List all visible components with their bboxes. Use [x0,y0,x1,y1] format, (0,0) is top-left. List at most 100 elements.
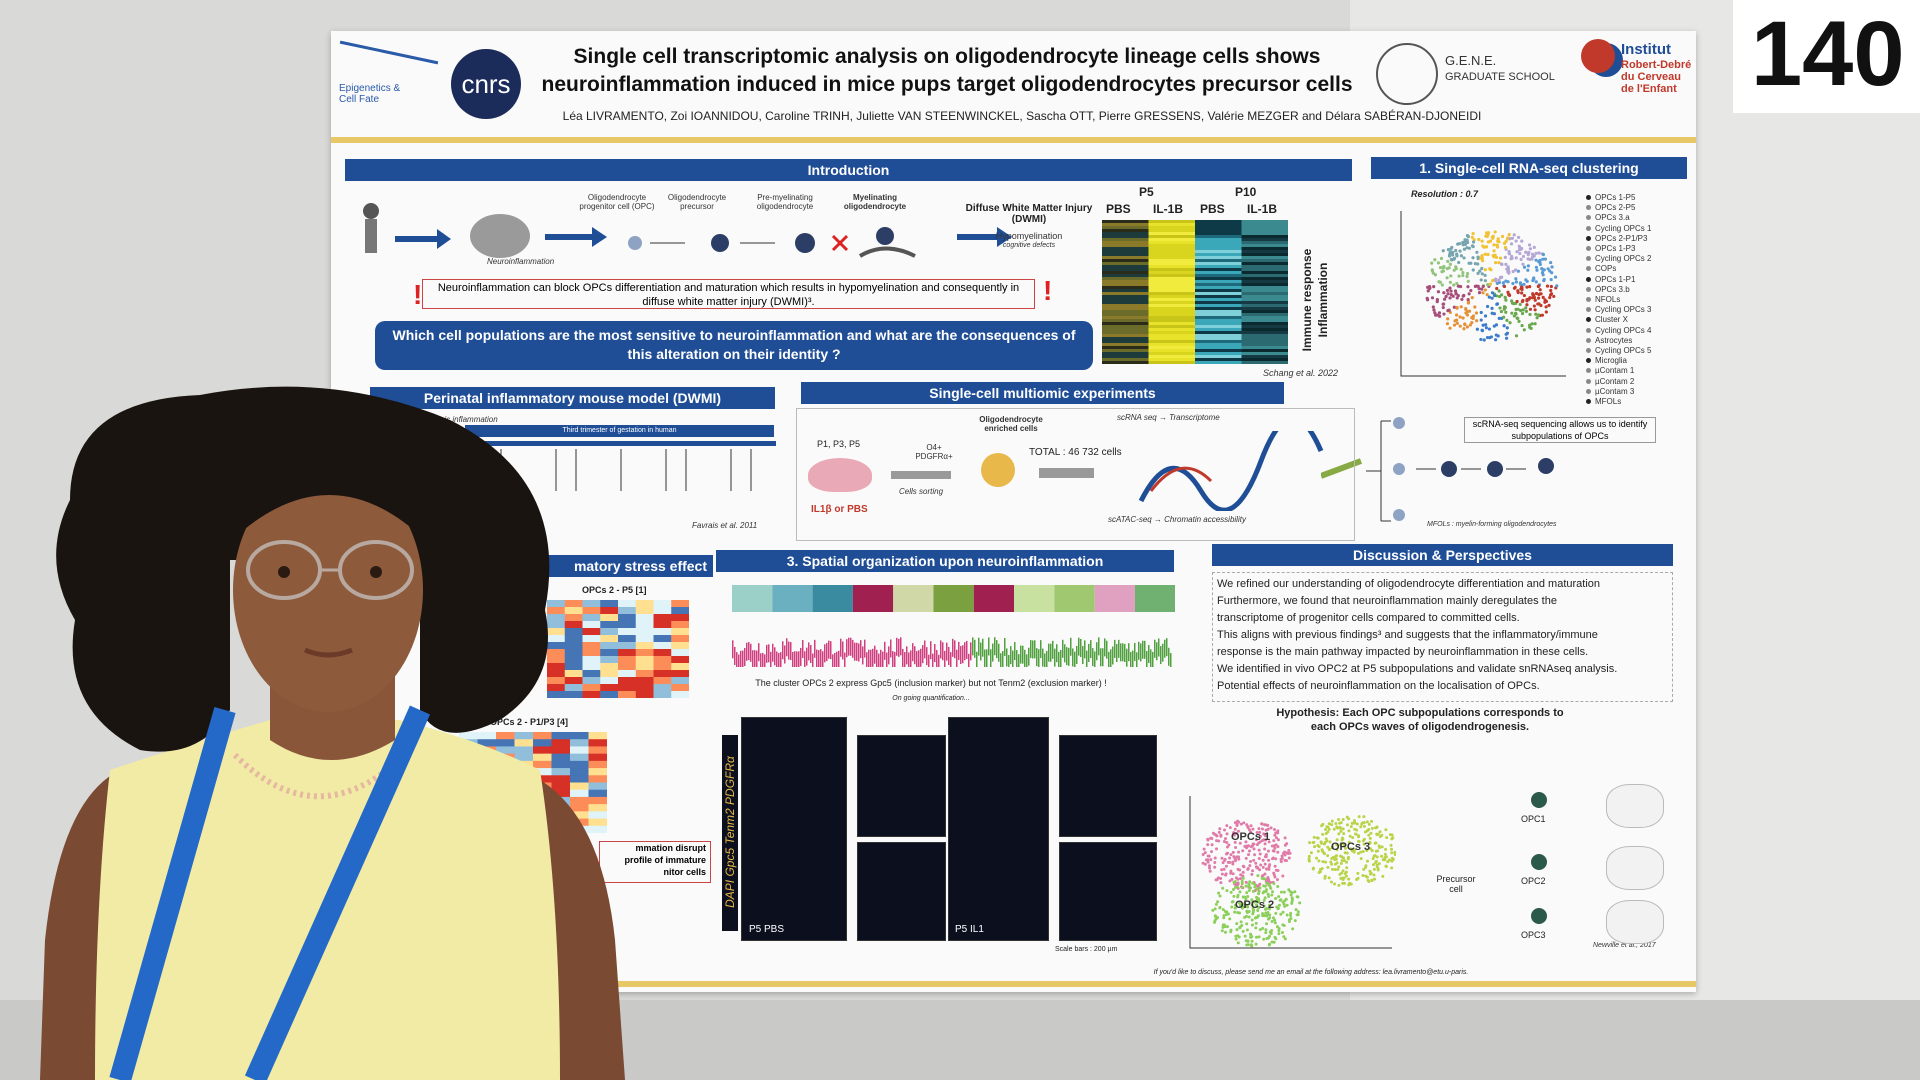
umap-point [1356,839,1360,843]
heat-cell [1195,286,1242,289]
legend-item: OPCs 1-P5 [1586,193,1635,202]
signal [1094,651,1096,667]
heat-cell [570,775,589,783]
umap-point [1254,861,1258,865]
umap-point [1521,308,1525,312]
umap-point [1483,279,1487,283]
legend-dot [1586,368,1591,374]
umap-point [1353,848,1357,852]
heat-cell [582,600,601,608]
umap-point [1268,916,1272,920]
heat-cell [547,684,566,692]
umap-point [1339,876,1343,880]
heat-cell [1195,277,1242,280]
signal [944,650,946,667]
umap-point [1475,250,1479,254]
heat-cell [551,746,571,755]
umap-point [1384,864,1388,868]
heat-cell [588,782,607,791]
umap-point [1503,255,1507,259]
heat-cell [564,663,583,671]
signal [994,637,996,656]
umap-point [1293,919,1297,923]
legend-item: COPs [1586,264,1616,273]
axis [1400,211,1566,377]
umap-point [1483,314,1488,318]
umap-point [1466,298,1470,302]
umap-point [1251,881,1255,885]
label: Oligodendrocyte progenitor cell (OPC) [579,193,655,211]
alert: ! [413,279,423,310]
heat-cell [1102,307,1149,310]
signal [1034,640,1036,659]
signal [734,646,736,665]
strand [1149,466,1213,492]
umap-point [1538,260,1542,265]
legend-text: MFOLs [1595,397,1622,406]
heat-cell [588,746,607,755]
question-box: Which cell populations are the most sens… [375,321,1093,370]
umap-point [1335,838,1339,842]
signal [792,651,794,667]
signal [976,651,978,667]
umap-point [1274,911,1278,915]
umap-point [1309,851,1313,855]
umap-point [1461,270,1465,275]
umap-point [1374,841,1378,845]
umap-point [1243,902,1247,906]
heat-cell [671,649,689,657]
umap-point [1247,915,1251,919]
umap-point [1439,256,1444,261]
umap-point [1432,284,1436,289]
umap-point [1213,856,1217,860]
umap-point [1520,291,1524,295]
umap-point [1330,880,1334,884]
umap-point [1257,841,1261,845]
tracks [732,585,1175,667]
umap-point [1476,255,1480,259]
cell [1393,463,1405,475]
umap-point [1241,876,1245,880]
heat-cell [600,677,619,685]
umap-point [1213,860,1217,864]
signal [1156,642,1158,661]
heat-cell [1241,346,1288,349]
heat-cell [1195,274,1242,277]
panel [796,408,1355,541]
track-block [812,585,853,612]
umap-point [1526,264,1530,268]
signal [760,653,762,667]
umap-point [1476,262,1480,266]
signal [838,650,840,667]
heat-cell [653,642,672,650]
umap-point [1510,256,1514,261]
umap-point [1497,289,1501,293]
signal [780,652,782,667]
umap-point [1307,854,1311,858]
signal [1044,653,1046,667]
heat-cell [1195,229,1242,232]
umap-point [1488,282,1493,286]
umap-point [1337,832,1341,836]
umap-point [1347,840,1351,844]
heat-cell [1148,358,1195,361]
umap-point [1341,827,1345,831]
heat-cell [1102,250,1149,253]
legend-text: µContam 1 [1595,366,1635,376]
umap-point [1347,877,1351,881]
legend-item: µContam 1 [1586,366,1634,375]
heat-cell [1241,247,1288,250]
heat-cell [600,614,619,622]
signal [946,642,948,661]
heat-cell [1241,241,1288,244]
heat-cell [570,746,589,755]
umap-point [1555,284,1559,288]
umap-point [1486,233,1490,237]
umap-point [1272,828,1276,832]
heat-cell [618,607,637,615]
umap-point [1514,334,1519,338]
umap-point [1257,889,1261,893]
heat-cell [600,691,619,698]
umap-point [1333,868,1337,872]
umap-point [1544,305,1548,309]
